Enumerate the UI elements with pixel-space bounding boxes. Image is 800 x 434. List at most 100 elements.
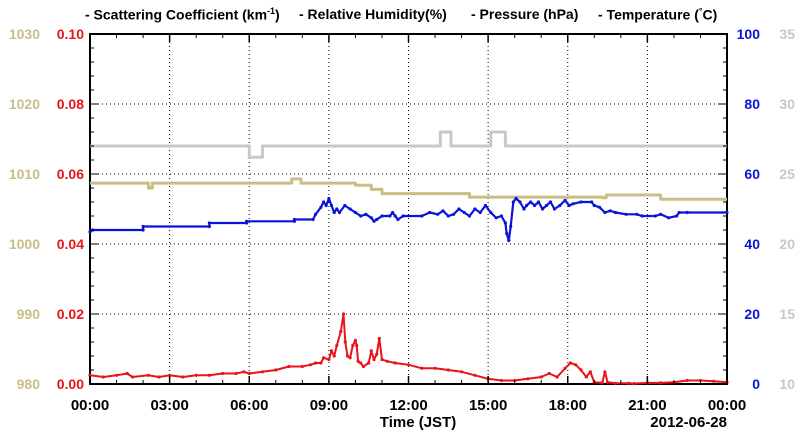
y-tick-label-temperature: 15 — [779, 306, 795, 322]
series-point-scattering — [308, 363, 312, 367]
series-point-humidity — [396, 217, 400, 222]
series-point-humidity — [207, 224, 211, 229]
series-point-humidity — [590, 200, 594, 204]
series-point-humidity — [483, 203, 488, 208]
series-point-humidity — [514, 196, 518, 201]
series-point-humidity — [327, 196, 331, 201]
series-point-scattering — [369, 349, 373, 353]
series-point-humidity — [499, 214, 503, 218]
series-point-humidity — [608, 209, 612, 213]
series-point-humidity — [457, 207, 461, 211]
series-point-humidity — [675, 214, 679, 218]
series-point-humidity — [509, 224, 513, 229]
series-point-scattering — [314, 361, 318, 365]
y-tick-label-pressure: 1020 — [9, 96, 40, 112]
series-point-scattering — [335, 343, 339, 348]
series-point-humidity — [592, 203, 596, 208]
series-point-humidity — [207, 221, 211, 225]
series-point-humidity — [725, 210, 729, 215]
series-point-scattering — [420, 366, 424, 370]
series-point-humidity — [677, 210, 681, 215]
series-point-scattering — [361, 364, 365, 369]
legend-temperature-after: C) — [702, 6, 718, 23]
x-tick-label: 12:00 — [389, 397, 427, 414]
series-point-scattering — [329, 349, 334, 353]
series-point-humidity — [563, 198, 567, 202]
series-point-scattering — [345, 354, 350, 358]
x-axis-label: Time (JST) — [380, 414, 456, 431]
series-point-scattering — [627, 381, 631, 385]
series-point-humidity — [511, 200, 515, 204]
series-point-humidity — [624, 212, 628, 216]
series-point-humidity — [141, 224, 145, 229]
series-point-scattering — [579, 368, 583, 372]
series-point-humidity — [343, 203, 347, 208]
legend-pressure: - Pressure (hPa) — [471, 6, 578, 22]
series-point-humidity — [635, 212, 639, 216]
series-point-scattering — [588, 370, 592, 374]
x-tick-label: 18:00 — [549, 397, 587, 414]
series-point-scattering — [355, 343, 359, 348]
y-tick-label-pressure: 1010 — [9, 166, 40, 182]
series-point-humidity — [388, 214, 392, 218]
y-tick-label-temperature: 20 — [779, 236, 795, 252]
series-point-scattering — [341, 312, 346, 316]
series-point-scattering — [446, 368, 450, 372]
series-point-scattering — [319, 361, 323, 365]
series-point-humidity — [380, 214, 384, 218]
series-point-humidity — [369, 216, 373, 220]
tick-marks — [89, 33, 728, 385]
series-point-humidity — [659, 212, 663, 216]
series-point-scattering — [168, 373, 172, 377]
series-point-humidity — [552, 207, 557, 211]
series-point-scattering — [234, 371, 238, 376]
series-point-scattering — [393, 361, 397, 365]
series-point-humidity — [505, 231, 509, 236]
series-point-scattering — [322, 356, 326, 360]
series-point-scattering — [372, 357, 376, 362]
legend-temperature-sup: ° — [698, 6, 703, 16]
series-point-humidity — [489, 210, 493, 215]
x-tick-label: 00:00 — [71, 397, 109, 414]
series-point-scattering — [327, 357, 331, 362]
series-point-scattering — [348, 356, 352, 360]
series-point-scattering — [351, 343, 355, 348]
series-point-humidity — [335, 207, 339, 211]
series-point-humidity — [348, 207, 352, 211]
series-point-humidity — [507, 238, 511, 243]
series-point-humidity — [359, 214, 363, 218]
series-point-scattering — [101, 375, 105, 379]
y-tick-label-temperature: 35 — [779, 26, 795, 42]
series-point-humidity — [613, 210, 618, 215]
series-point-scattering — [194, 373, 198, 377]
series-point-scattering — [260, 370, 265, 374]
series-point-humidity — [245, 219, 249, 223]
y-tick-label-scattering: 0.06 — [57, 166, 84, 182]
series-point-scattering — [460, 370, 464, 374]
series-point-scattering — [433, 366, 437, 370]
series-point-scattering — [406, 363, 411, 367]
series-point-humidity — [391, 210, 395, 215]
series-point-humidity — [441, 209, 445, 213]
series-point-scattering — [207, 373, 211, 377]
series-point-humidity — [446, 214, 450, 218]
legend-pressure-text: - Pressure (hPa) — [471, 6, 579, 22]
series-point-humidity — [322, 200, 326, 204]
y-tick-label-pressure: 1030 — [9, 26, 40, 42]
series-point-scattering — [712, 379, 716, 383]
series-point-scattering — [568, 361, 573, 365]
series-point-scattering — [685, 378, 689, 383]
legend-scattering: - Scattering Coefficient (km-1) — [85, 6, 280, 23]
chart-legend: - Scattering Coefficient (km-1) - Relati… — [0, 6, 800, 26]
series-point-humidity — [685, 210, 689, 215]
series-point-humidity — [525, 203, 529, 208]
series-point-humidity — [567, 203, 571, 208]
y-tick-label-pressure: 990 — [17, 306, 41, 322]
x-tick-label: 06:00 — [230, 397, 268, 414]
series-point-humidity — [571, 202, 575, 206]
series-point-scattering — [380, 357, 384, 362]
y-tick-label-humidity: 0 — [752, 376, 760, 392]
series-point-scattering — [157, 375, 161, 379]
y-tick-label-scattering: 0.08 — [57, 96, 84, 112]
